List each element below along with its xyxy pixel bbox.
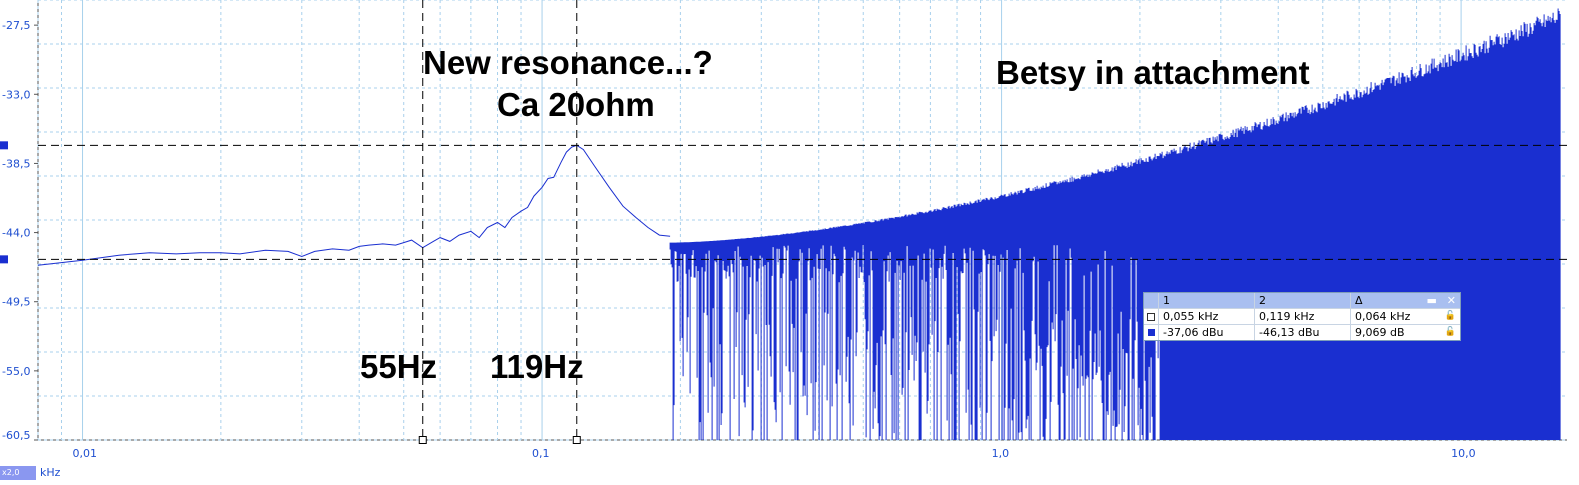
header-cursor-2: 2 — [1255, 293, 1351, 308]
vertical-cursor-handle-2 — [572, 436, 581, 444]
annotation-resonance: New resonance...? — [423, 44, 713, 81]
lock-icon[interactable]: 🔓 — [1444, 311, 1456, 321]
y-tick-label: -49,5 — [2, 296, 30, 309]
delta-freq-cell: 0,064 kHz 🔓 — [1351, 309, 1460, 324]
cursor-table-header: 1 2 Δ ▬ ✕ — [1144, 293, 1460, 309]
annotation-attachment: Betsy in attachment — [996, 54, 1310, 91]
blue-cursor-swatch-icon — [1147, 329, 1155, 336]
horizontal-cursor-handle-1 — [0, 141, 8, 150]
y-tick-label: -60,5 — [2, 429, 30, 442]
cursor-table-row: 0,055 kHz 0,119 kHz 0,064 kHz 🔓 — [1144, 309, 1460, 325]
y-tick-label: -55,0 — [2, 365, 30, 378]
cursor-layer[interactable] — [0, 0, 1567, 444]
axis-ticks: -27,5 -33,0 -38,5 -44,0 -49,5 -55,0 -60,5 0,01 0… — [2, 19, 1476, 460]
cursor-table-row: -37,06 dBu -46,13 dBu 9,069 dB 🔓 — [1144, 325, 1460, 340]
cursor1-level-value: -37,06 dBu — [1159, 325, 1255, 340]
cursor2-freq-label: 119Hz — [490, 348, 584, 385]
lock-icon[interactable]: 🔓 — [1444, 327, 1456, 337]
series-layer — [37, 8, 1561, 440]
delta-level-value: 9,069 dB — [1355, 326, 1405, 339]
minimize-icon[interactable]: ▬ — [1426, 294, 1437, 307]
y-tick-label: -38,5 — [2, 157, 30, 170]
y-tick-label: -44,0 — [2, 227, 30, 240]
y-tick-label: -33,0 — [2, 88, 30, 101]
x-unit-label: kHz — [40, 466, 61, 479]
cursor-readout-panel[interactable]: 1 2 Δ ▬ ✕ 0,055 kHz 0,119 kHz 0,064 kHz … — [1143, 292, 1461, 341]
x-tick-label: 0,01 — [73, 447, 98, 460]
cursor2-freq-value: 0,119 kHz — [1255, 309, 1351, 324]
annotation-impedance: Ca 20ohm — [497, 86, 655, 123]
annotation-layer: New resonance...? Ca 20ohm Betsy in atta… — [360, 44, 1310, 385]
delta-freq-value: 0,064 kHz — [1355, 310, 1411, 323]
x-tick-label: 0,1 — [532, 447, 550, 460]
zoom-badge[interactable]: x2,0 — [0, 466, 36, 480]
vertical-cursor-handle-1 — [418, 436, 427, 444]
cursor2-level-value: -46,13 dBu — [1255, 325, 1351, 340]
horizontal-cursor-handle-2 — [0, 255, 8, 264]
delta-level-cell: 9,069 dB 🔓 — [1351, 325, 1460, 340]
y-tick-label: -27,5 — [2, 19, 30, 32]
x-tick-label: 1,0 — [992, 447, 1010, 460]
white-cursor-swatch-icon — [1147, 312, 1155, 321]
series-line — [37, 144, 671, 266]
cursor1-freq-value: 0,055 kHz — [1159, 309, 1255, 324]
header-cursor-1: 1 — [1159, 293, 1255, 308]
x-tick-label: 10,0 — [1451, 447, 1476, 460]
cursor1-freq-label: 55Hz — [360, 348, 437, 385]
close-icon[interactable]: ✕ — [1446, 294, 1456, 307]
header-delta: Δ ▬ ✕ — [1355, 294, 1456, 307]
